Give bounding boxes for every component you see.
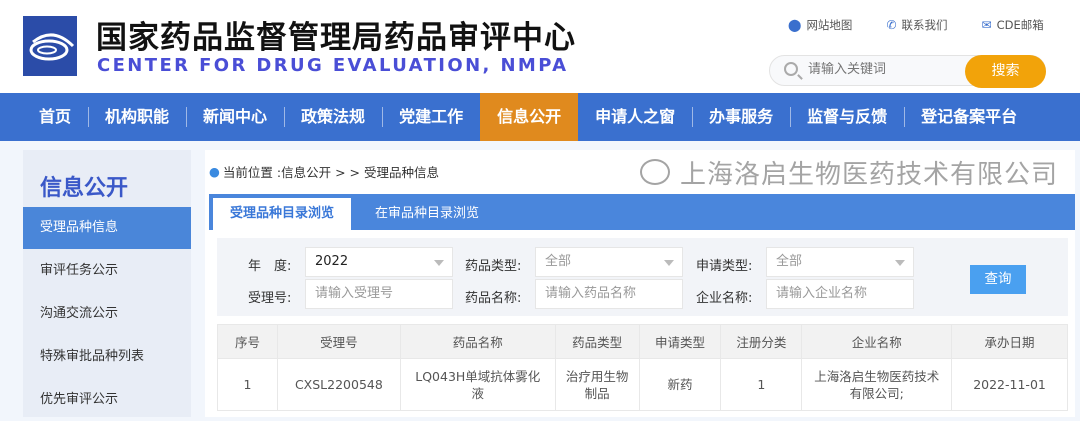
main-content: ● 当前位置 : 信息公开 > > 受理品种信息 受理品种目录浏览 在审品种目录浏… xyxy=(205,150,1075,417)
drug-name-input[interactable]: 请输入药品名称 xyxy=(535,279,683,309)
main-nav: 首页 机构职能 新闻中心 政策法规 党建工作 信息公开 申请人之窗 办事服务 监… xyxy=(0,93,1080,141)
nav-party[interactable]: 党建工作 xyxy=(382,93,480,141)
site-map-label: 网站地图 xyxy=(806,18,853,32)
table-header: 序号 受理号 药品名称 药品类型 申请类型 注册分类 企业名称 承办日期 xyxy=(217,324,1068,359)
site-header: 国家药品监督管理局药品审评中心 CENTER FOR DRUG EVALUATI… xyxy=(0,0,1080,93)
breadcrumb: ● 当前位置 : 信息公开 > > 受理品种信息 xyxy=(209,162,439,181)
site-subtitle: CENTER FOR DRUG EVALUATION, NMPA xyxy=(97,55,569,76)
mail-icon: ✉ xyxy=(981,18,992,32)
cell-reg-class: 1 xyxy=(720,358,803,411)
nav-registration[interactable]: 登记备案平台 xyxy=(904,93,1034,141)
search-input[interactable] xyxy=(808,62,958,77)
col-app-type: 申请类型 xyxy=(638,324,722,359)
nav-info-disclosure[interactable]: 信息公开 xyxy=(480,93,579,141)
dropdown-arrow-icon xyxy=(434,260,444,266)
nav-feedback[interactable]: 监督与反馈 xyxy=(790,93,904,141)
drug-type-select[interactable]: 全部 xyxy=(535,247,683,277)
dropdown-arrow-icon xyxy=(895,260,905,266)
sidebar: 信息公开 受理品种信息 审评任务公示 沟通交流公示 特殊审批品种列表 优先审评公… xyxy=(23,150,191,417)
site-title: 国家药品监督管理局药品审评中心 xyxy=(96,20,576,56)
location-pin-icon: ● xyxy=(209,164,220,179)
tab-bar: 受理品种目录浏览 在审品种目录浏览 xyxy=(209,194,1075,230)
site-map-link[interactable]: ⬤ 网站地图 xyxy=(788,17,852,33)
cell-date: 2022-11-01 xyxy=(951,358,1068,411)
app-type-select[interactable]: 全部 xyxy=(766,247,914,277)
company-label: 企业名称: xyxy=(696,291,753,306)
accept-no-input[interactable]: 请输入受理号 xyxy=(305,279,453,309)
sidebar-item-priority-review[interactable]: 优先审评公示 xyxy=(40,392,119,407)
search-box: 搜索 xyxy=(769,55,1046,88)
col-date: 承办日期 xyxy=(951,324,1068,359)
cell-index: 1 xyxy=(217,358,278,411)
cell-drug-name: LQ043H单域抗体雾化液 xyxy=(399,358,556,411)
nav-policy[interactable]: 政策法规 xyxy=(284,93,382,141)
cell-accept-no: CXSL2200548 xyxy=(276,358,401,411)
app-type-value: 全部 xyxy=(776,254,803,269)
col-index: 序号 xyxy=(217,324,278,359)
sidebar-item-accepted[interactable]: 受理品种信息 xyxy=(23,207,191,249)
sidebar-item-special-approval[interactable]: 特殊审批品种列表 xyxy=(40,349,145,364)
cde-logo[interactable] xyxy=(23,16,77,76)
phone-icon: ✆ xyxy=(886,18,897,32)
col-company: 企业名称 xyxy=(801,324,953,359)
contact-link[interactable]: ✆ 联系我们 xyxy=(886,17,947,33)
breadcrumb-prefix: 当前位置 : xyxy=(222,165,282,180)
filter-panel: 年 度: 2022 药品类型: 全部 申请类型: 全部 受理号: 请输入受理号 … xyxy=(217,238,1068,316)
nav-services[interactable]: 办事服务 xyxy=(692,93,790,141)
col-accept-no: 受理号 xyxy=(276,324,401,359)
app-type-label: 申请类型: xyxy=(696,259,753,274)
nav-applicant[interactable]: 申请人之窗 xyxy=(595,107,676,126)
cell-drug-type: 治疗用生物制品 xyxy=(554,358,640,411)
col-drug-type: 药品类型 xyxy=(554,324,640,359)
year-value: 2022 xyxy=(315,254,349,269)
dropdown-arrow-icon xyxy=(664,260,674,266)
drug-type-value: 全部 xyxy=(545,254,572,269)
year-label: 年 度: xyxy=(248,259,292,274)
year-select[interactable]: 2022 xyxy=(305,247,453,277)
accept-no-label: 受理号: xyxy=(248,291,292,306)
results-table: 序号 受理号 药品名称 药品类型 申请类型 注册分类 企业名称 承办日期 1 C… xyxy=(217,324,1068,411)
table-row[interactable]: 1 CXSL2200548 LQ043H单域抗体雾化液 治疗用生物制品 新药 1… xyxy=(217,358,1068,411)
drug-type-label: 药品类型: xyxy=(465,259,522,274)
mail-link[interactable]: ✉ CDE邮箱 xyxy=(982,17,1044,33)
tab-in-review-catalog[interactable]: 在审品种目录浏览 xyxy=(375,206,480,221)
contact-label: 联系我们 xyxy=(901,18,948,32)
col-drug-name: 药品名称 xyxy=(399,324,556,359)
search-icon xyxy=(784,62,798,76)
cell-app-type: 新药 xyxy=(638,358,722,411)
query-button[interactable]: 查询 xyxy=(970,265,1026,294)
breadcrumb-path[interactable]: 信息公开 > > 受理品种信息 xyxy=(281,165,439,180)
sidebar-title: 信息公开 xyxy=(40,176,129,201)
sidebar-item-review-tasks[interactable]: 审评任务公示 xyxy=(40,263,119,278)
cell-company: 上海洛启生物医药技术有限公司; xyxy=(801,358,953,411)
nav-news[interactable]: 新闻中心 xyxy=(186,93,284,141)
tab-accepted-catalog[interactable]: 受理品种目录浏览 xyxy=(213,198,351,230)
company-input[interactable]: 请输入企业名称 xyxy=(766,279,914,309)
mail-label: CDE邮箱 xyxy=(996,18,1044,32)
nav-functions[interactable]: 机构职能 xyxy=(88,93,186,141)
nav-home[interactable]: 首页 xyxy=(39,107,72,126)
location-pin-icon: ⬤ xyxy=(788,18,802,32)
sidebar-item-communication[interactable]: 沟通交流公示 xyxy=(40,306,119,321)
col-reg-class: 注册分类 xyxy=(720,324,803,359)
search-button[interactable]: 搜索 xyxy=(965,55,1046,88)
drug-name-label: 药品名称: xyxy=(465,291,522,306)
